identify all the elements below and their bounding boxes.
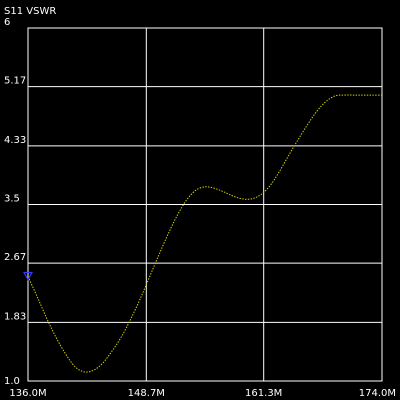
y-tick-label: 1.0: [4, 376, 20, 387]
x-tick-label: 161.3M: [245, 388, 282, 399]
y-tick-label: 2.67: [4, 252, 26, 263]
label-layer: S11 VSWR 136.0M 148.7M 161.3M 174.0M 1.0 1.83…: [4, 6, 396, 399]
series-line-0: [27, 94, 382, 373]
grid-layer: [27, 27, 383, 382]
marker-layer: [22, 271, 34, 281]
y-tick-label: 1.83: [4, 311, 26, 322]
chart-title: S11 VSWR: [4, 6, 56, 17]
y-tick-label: 5.17: [4, 76, 26, 87]
x-tick-label: 148.7M: [128, 388, 165, 399]
y-tick-label: 3.5: [4, 194, 20, 205]
series-layer: [27, 94, 382, 373]
y-tick-label: 6: [4, 17, 10, 28]
marker-triangle[interactable]: [22, 271, 34, 281]
y-tick-label: 4.33: [4, 135, 26, 146]
x-tick-label: 136.0M: [9, 388, 46, 399]
x-tick-label: 174.0M: [359, 388, 396, 399]
